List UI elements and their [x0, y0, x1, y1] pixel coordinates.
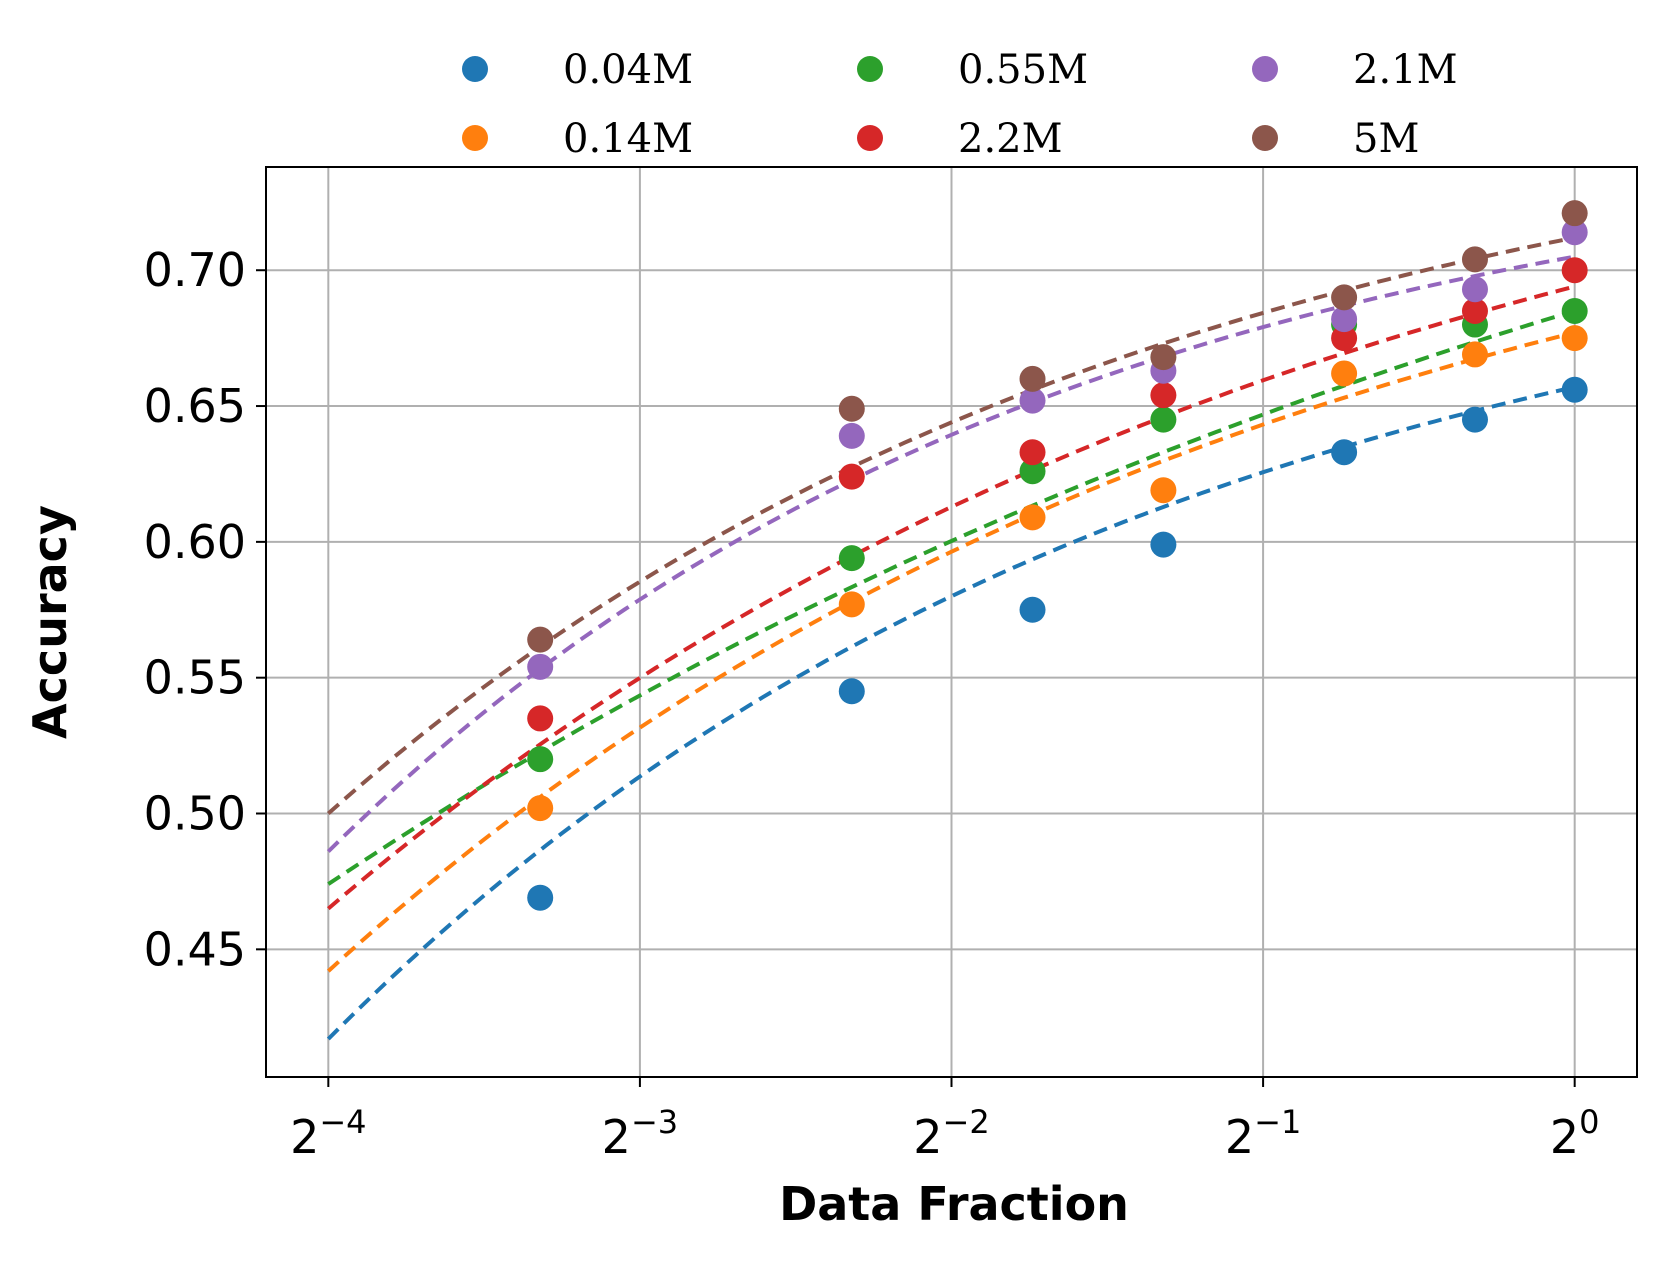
point-0.14M: [838, 591, 865, 618]
legend-marker-2.2M: [857, 125, 883, 151]
point-5M: [1150, 344, 1177, 371]
legend-marker-2.1M: [1252, 56, 1278, 82]
point-0.04M: [1019, 596, 1046, 623]
x-tick-base: 2: [1550, 1110, 1579, 1164]
point-2.2M: [1561, 257, 1588, 284]
legend-label-2.1M: 2.1M: [1353, 47, 1458, 93]
point-0.04M: [838, 678, 865, 705]
x-tick-base: 2: [913, 1110, 942, 1164]
point-2.2M: [1150, 382, 1177, 409]
fit-line-0.04M: [326, 385, 1576, 1041]
point-0.55M: [1561, 297, 1588, 324]
legend-label-0.04M: 0.04M: [563, 47, 693, 93]
point-0.14M: [1561, 325, 1588, 352]
y-tick-label: 0.60: [144, 515, 246, 569]
y-tick-label: 0.45: [144, 922, 246, 976]
point-5M: [527, 626, 554, 653]
point-2.2M: [1461, 297, 1488, 324]
fit-line-2.2M: [327, 284, 1576, 911]
x-tick-base: 2: [1225, 1110, 1254, 1164]
point-0.04M: [1461, 406, 1488, 433]
point-5M: [1461, 246, 1488, 273]
legend-label-0.55M: 0.55M: [958, 47, 1088, 93]
point-0.14M: [527, 795, 554, 822]
point-0.14M: [1150, 477, 1177, 504]
legend-marker-5M: [1252, 125, 1278, 151]
data-points: [527, 200, 1588, 911]
point-2.1M: [1461, 276, 1488, 303]
point-2.1M: [1019, 387, 1046, 414]
point-2.1M: [527, 653, 554, 680]
x-tick-exponent: −1: [1254, 1103, 1301, 1141]
point-0.14M: [1461, 341, 1488, 368]
point-0.55M: [1019, 458, 1046, 485]
point-2.2M: [1331, 325, 1358, 352]
x-tick-base: 2: [602, 1110, 631, 1164]
legend-label-2.2M: 2.2M: [958, 116, 1063, 162]
point-0.55M: [838, 545, 865, 572]
x-tick-label: 2−2: [913, 1103, 989, 1164]
point-0.55M: [527, 746, 554, 773]
y-tick-label: 0.70: [144, 243, 246, 297]
point-5M: [1019, 365, 1046, 392]
x-tick-label: 2−3: [602, 1103, 678, 1164]
legend-label-0.14M: 0.14M: [563, 116, 693, 162]
point-0.04M: [1561, 376, 1588, 403]
point-0.14M: [1019, 504, 1046, 531]
x-axis-title: Data Fraction: [779, 1177, 1129, 1231]
point-2.1M: [838, 422, 865, 449]
point-2.2M: [527, 705, 554, 732]
point-2.1M: [1561, 219, 1588, 246]
point-5M: [838, 395, 865, 422]
point-0.04M: [1150, 531, 1177, 558]
point-5M: [1331, 284, 1358, 311]
legend-marker-0.04M: [462, 56, 488, 82]
x-tick-label: 2−1: [1225, 1103, 1301, 1164]
point-0.14M: [1331, 360, 1358, 387]
point-2.2M: [1019, 439, 1046, 466]
legend-marker-0.55M: [857, 56, 883, 82]
legend-marker-0.14M: [462, 125, 488, 151]
point-0.04M: [1331, 439, 1358, 466]
point-2.1M: [1331, 306, 1358, 333]
point-0.55M: [1150, 406, 1177, 433]
y-tick-label: 0.65: [144, 379, 246, 433]
y-axis-ticks: 0.45 0.50 0.55 0.60 0.65 0.70: [144, 243, 266, 976]
legend-label-5M: 5M: [1353, 116, 1419, 162]
point-2.2M: [838, 463, 865, 490]
x-tick-label: 20: [1550, 1103, 1600, 1164]
legend: 0.04M 0.55M 2.1M 0.14M 2.2M 5M: [462, 47, 1458, 162]
x-tick-exponent: −2: [943, 1103, 990, 1141]
x-tick-exponent: −3: [631, 1103, 678, 1141]
x-axis-ticks: 2−4 2−3 2−2 2−1 20: [290, 1077, 1600, 1164]
grid: [266, 167, 1637, 1077]
y-tick-label: 0.50: [144, 787, 246, 841]
x-tick-label: 2−4: [290, 1103, 366, 1164]
point-0.04M: [527, 884, 554, 911]
point-5M: [1561, 200, 1588, 227]
x-tick-base: 2: [290, 1110, 319, 1164]
x-tick-exponent: 0: [1579, 1103, 1599, 1141]
y-tick-label: 0.55: [144, 651, 246, 705]
y-axis-title: Accuracy: [23, 505, 77, 739]
x-tick-exponent: −4: [319, 1103, 366, 1141]
